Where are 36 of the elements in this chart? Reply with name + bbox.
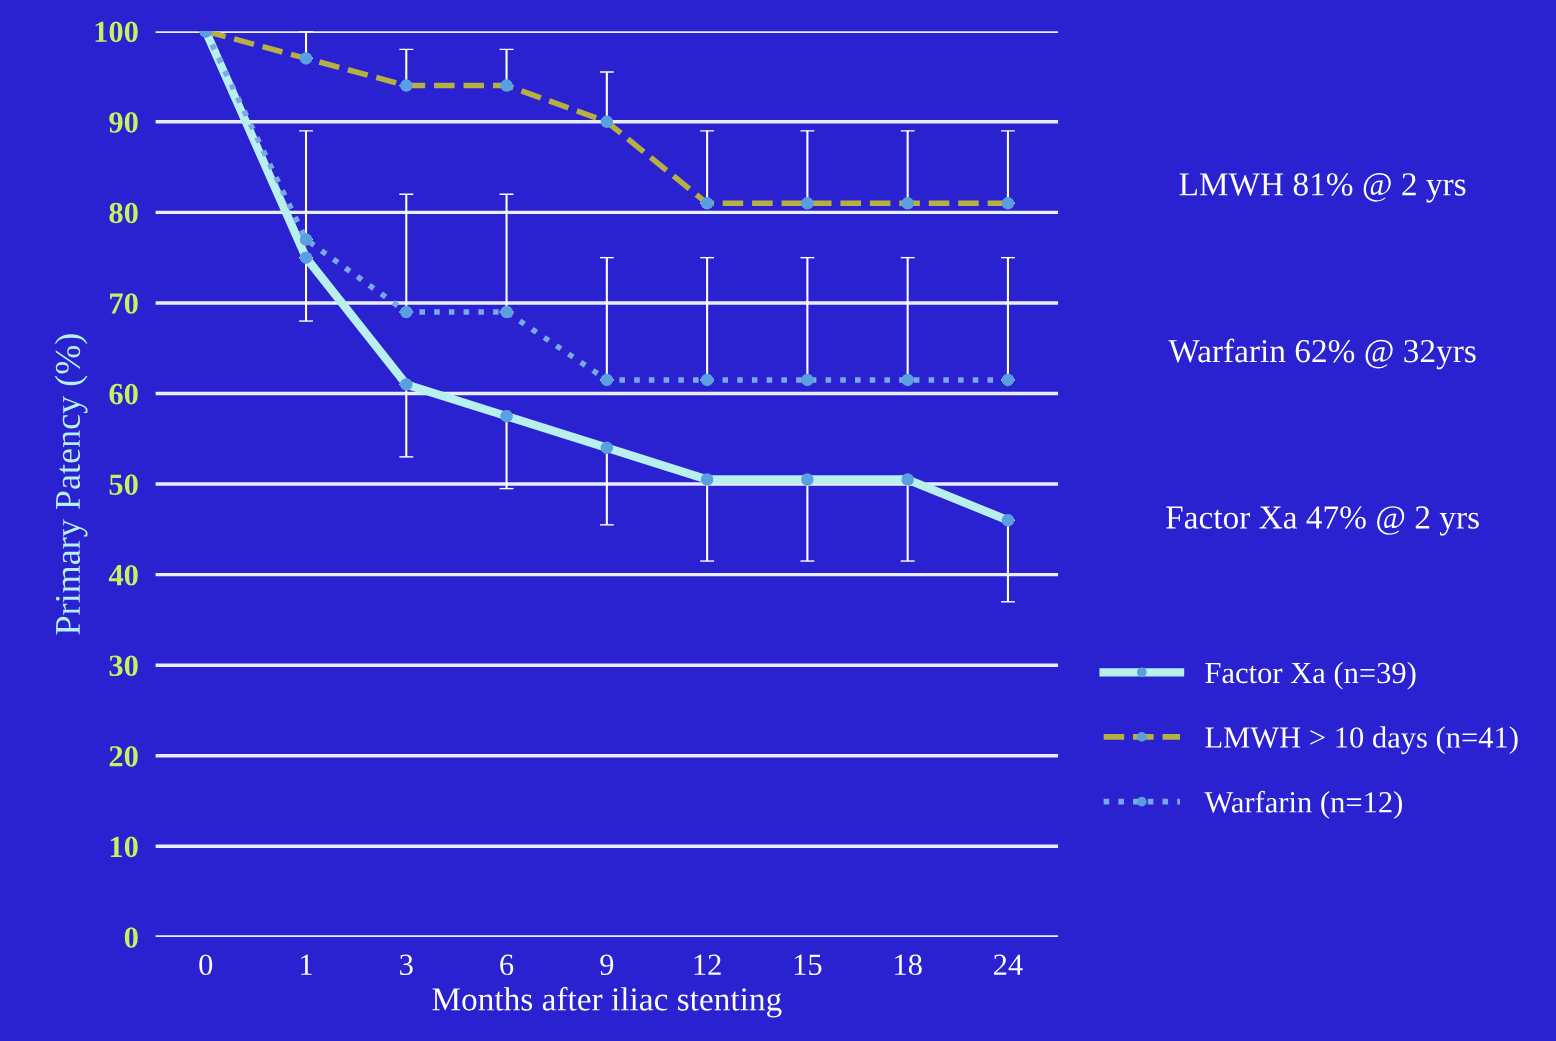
y-axis-title: Primary Patency (%) [54,334,88,635]
y-tick-label: 60 [109,383,138,405]
point [700,373,714,387]
legend-label: Factor Xa (n=39) [1205,661,1416,690]
x-tick-label: 24 [994,954,1023,975]
x-tick-label: 12 [694,954,721,975]
text: LMWH 81% @ 2 yrs [1179,173,1466,203]
point [600,373,614,387]
y-tick-label: 90 [109,112,138,133]
point [500,305,513,319]
y-tick-label: 70 [110,293,138,314]
x-tick-label: 6 [500,954,514,976]
y-tick-label: 10 [110,836,138,858]
text: Warfarin 62% @ 32yrs [1168,338,1476,370]
y-tick-label: 20 [109,746,138,767]
y-tick-label: 0 [124,927,138,948]
text: Factor Xa 47% @ 2 yrs [1166,506,1479,536]
point [299,233,313,246]
y-tick-label: 80 [109,202,138,224]
point [400,305,413,319]
point [901,373,914,387]
y-tick-label: 40 [108,564,138,586]
x-tick-label: 18 [895,954,922,976]
x-tick-label: 15 [794,954,822,976]
y-tick-label: 30 [109,655,138,677]
y-tick-label: 100 [95,21,138,43]
x-axis-title: Months after iliac stenting [432,986,782,1018]
x-tick-label: 1 [301,954,312,975]
legend-label: LMWH > 10 days (n=41) [1205,726,1518,755]
x-tick-label: 0 [199,954,213,976]
legend-label: Warfarin (n=12) [1204,790,1402,819]
point [801,373,814,387]
x-tick-label: 3 [400,954,413,976]
point [1001,373,1015,387]
y-tick-label: 50 [109,474,138,495]
x-tick-label: 9 [600,954,614,976]
